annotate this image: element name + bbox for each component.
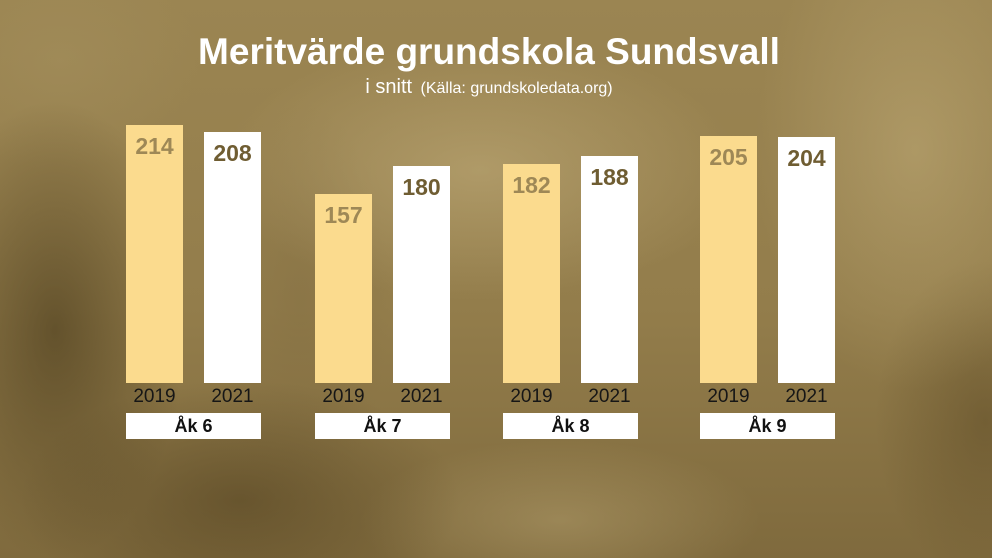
bar-ak7-2021: 180 — [393, 166, 450, 383]
bar-value-label: 188 — [590, 164, 629, 191]
category-label: Åk 8 — [551, 416, 590, 436]
bar-value-label: 182 — [512, 171, 551, 198]
category-label-box: Åk 9 — [700, 413, 835, 439]
bar-ak6-2021: 208 — [204, 132, 261, 383]
category-label-box: Åk 7 — [315, 413, 450, 439]
bar-group-ak8: 182 188 2019 2021 Åk 8 — [503, 0, 639, 440]
chart-subtitle: i snitt — [365, 76, 413, 98]
bar-group-ak6: 214 208 2019 2021 Åk 6 — [126, 0, 262, 440]
chart-source: (Källa: grundskoledata.org) — [420, 80, 613, 97]
category-label: Åk 9 — [748, 416, 787, 436]
year-label: 2021 — [400, 386, 443, 407]
bar-ak6-2019: 214 — [126, 125, 183, 383]
bar-value-label: 208 — [213, 140, 252, 167]
bar-group-ak9: 205 204 2019 2021 Åk 9 — [700, 0, 836, 440]
year-label: 2019 — [510, 386, 553, 407]
bar-ak9-2019: 205 — [700, 135, 757, 383]
year-label: 2021 — [211, 386, 254, 407]
bar-value-label: 204 — [787, 145, 826, 172]
bar-value-label: 180 — [402, 174, 441, 201]
year-label: 2019 — [133, 386, 176, 407]
bar-ak8-2021: 188 — [581, 156, 638, 383]
year-label: 2019 — [322, 386, 365, 407]
bar-value-label: 214 — [135, 133, 174, 160]
year-label: 2021 — [785, 386, 828, 407]
chart-title: Meritvärde grundskola Sundsvall — [198, 31, 780, 72]
bar-value-label: 205 — [709, 143, 748, 170]
bar-ak9-2021: 204 — [778, 137, 835, 383]
bar-ak7-2019: 157 — [315, 193, 372, 383]
year-label: 2019 — [707, 386, 750, 407]
bar-ak8-2019: 182 — [503, 163, 560, 383]
category-label-box: Åk 6 — [126, 413, 261, 439]
chart-subtitle-line: i snitt (Källa: grundskoledata.org) — [0, 76, 978, 100]
bar-value-label: 157 — [324, 201, 363, 228]
year-label: 2021 — [588, 386, 631, 407]
category-label-box: Åk 8 — [503, 413, 638, 439]
bar-group-ak7: 157 180 2019 2021 Åk 7 — [315, 0, 451, 440]
category-label: Åk 6 — [174, 416, 213, 436]
category-label: Åk 7 — [363, 416, 402, 436]
